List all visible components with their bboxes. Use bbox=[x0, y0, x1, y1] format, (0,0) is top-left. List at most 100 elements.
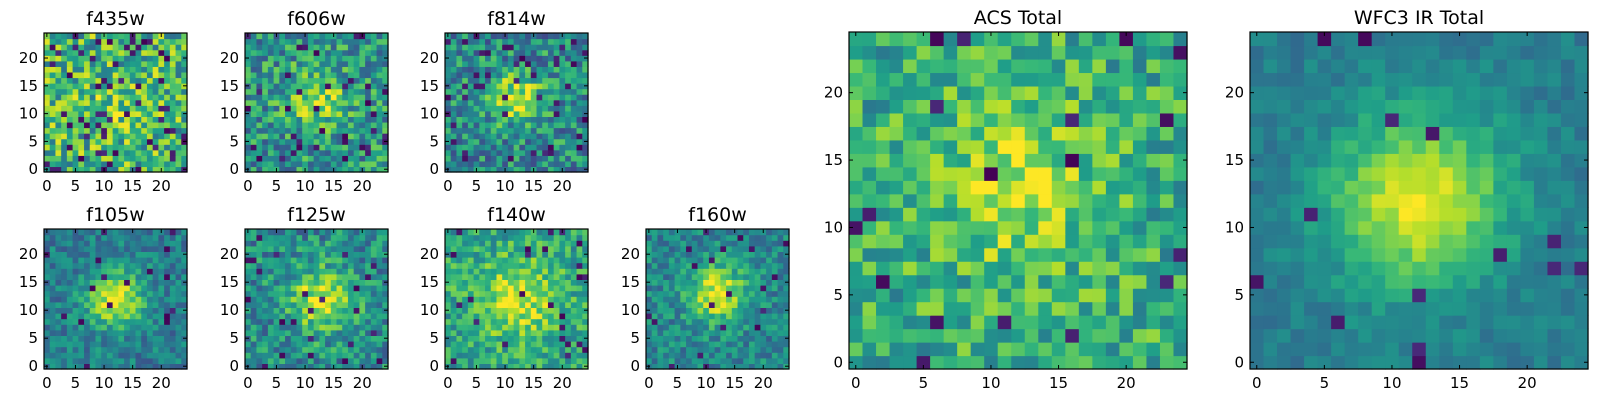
heatmap-cell bbox=[490, 116, 498, 123]
heatmap-cell bbox=[467, 155, 475, 162]
heatmap-cell bbox=[141, 229, 148, 236]
heatmap-cell bbox=[674, 329, 681, 336]
heatmap-cell bbox=[279, 44, 286, 51]
heatmap-cell bbox=[703, 279, 710, 286]
heatmap-cell bbox=[507, 307, 515, 314]
heatmap-cell bbox=[553, 240, 560, 247]
heatmap-cell bbox=[737, 262, 744, 269]
heatmap-cell bbox=[1038, 247, 1053, 262]
heatmap-cell bbox=[462, 138, 469, 145]
heatmap-cell bbox=[370, 33, 378, 40]
heatmap-cell bbox=[49, 240, 57, 247]
heatmap-cell bbox=[553, 313, 560, 320]
heatmap-cell bbox=[164, 116, 171, 123]
heatmap-cell bbox=[359, 301, 366, 308]
heatmap-cell bbox=[542, 341, 549, 348]
heatmap-cell bbox=[135, 346, 142, 353]
heatmap-cell bbox=[106, 66, 114, 73]
y-tick-label: 0 bbox=[229, 160, 239, 178]
heatmap-cell bbox=[319, 160, 326, 168]
heatmap-cell bbox=[903, 315, 918, 330]
heatmap-cell bbox=[285, 285, 292, 292]
heatmap-cell bbox=[691, 296, 699, 303]
heatmap-cell bbox=[876, 288, 891, 303]
heatmap-cell bbox=[862, 180, 877, 195]
heatmap-cell bbox=[530, 88, 538, 95]
heatmap-cell bbox=[347, 166, 355, 173]
heatmap-cell bbox=[570, 38, 578, 45]
heatmap-cell bbox=[330, 262, 338, 269]
heatmap-cell bbox=[55, 273, 62, 280]
heatmap-cell bbox=[576, 121, 583, 129]
heatmap-cell bbox=[101, 66, 108, 73]
heatmap-cell bbox=[668, 346, 676, 353]
heatmap-cell bbox=[49, 149, 57, 156]
heatmap-cell bbox=[674, 352, 681, 359]
heatmap-cell bbox=[547, 144, 555, 151]
y-tick-label: 5 bbox=[28, 329, 38, 347]
heatmap-cell bbox=[135, 166, 142, 173]
heatmap-cell bbox=[467, 352, 475, 359]
heatmap-cell bbox=[66, 155, 74, 162]
heatmap-cell bbox=[547, 307, 555, 314]
heatmap-cell bbox=[565, 110, 572, 117]
heatmap-cell bbox=[691, 363, 699, 370]
heatmap-cell bbox=[376, 329, 383, 336]
heatmap-cell bbox=[256, 352, 263, 359]
heatmap-cell bbox=[267, 60, 275, 67]
heatmap-cell bbox=[916, 315, 931, 330]
heatmap-cell bbox=[66, 94, 74, 101]
heatmap-cell bbox=[530, 60, 538, 67]
heatmap-cell bbox=[570, 44, 578, 51]
heatmap-cell bbox=[325, 66, 332, 73]
heatmap-cell bbox=[359, 38, 366, 45]
heatmap-cell bbox=[559, 66, 566, 73]
heatmap-cell bbox=[1011, 301, 1026, 316]
heatmap-cell bbox=[55, 49, 62, 56]
heatmap-cell bbox=[376, 290, 383, 297]
heatmap-cell bbox=[129, 38, 137, 45]
heatmap-cell bbox=[118, 144, 125, 151]
heatmap-cell bbox=[319, 262, 326, 269]
heatmap-cell bbox=[112, 290, 119, 297]
heatmap-cell bbox=[462, 363, 469, 370]
heatmap-cell bbox=[353, 245, 360, 252]
heatmap-cell bbox=[78, 110, 85, 117]
heatmap-cell bbox=[181, 66, 188, 73]
heatmap-cell bbox=[256, 38, 263, 45]
heatmap-cell bbox=[525, 363, 532, 370]
heatmap-cell bbox=[95, 38, 102, 45]
heatmap-cell bbox=[674, 346, 681, 353]
heatmap-cell bbox=[714, 324, 721, 331]
heatmap-cell bbox=[181, 346, 188, 353]
heatmap-cell bbox=[290, 88, 298, 95]
heatmap-cell bbox=[262, 335, 269, 342]
heatmap-cell bbox=[507, 99, 515, 106]
heatmap-cell bbox=[61, 71, 68, 79]
y-tick-label: 15 bbox=[19, 77, 38, 95]
heatmap-cell bbox=[1038, 166, 1053, 181]
heatmap-cell bbox=[674, 313, 681, 320]
heatmap-cell bbox=[325, 166, 332, 173]
heatmap-cell bbox=[1119, 193, 1134, 208]
heatmap-cell bbox=[336, 357, 343, 364]
heatmap-cell bbox=[777, 318, 784, 325]
heatmap-cell bbox=[1078, 207, 1093, 222]
heatmap-cell bbox=[760, 251, 767, 258]
heatmap-cell bbox=[66, 144, 74, 151]
heatmap-cell bbox=[547, 133, 555, 140]
heatmap-cell bbox=[490, 94, 498, 101]
heatmap-cell bbox=[479, 94, 486, 101]
heatmap-cell bbox=[307, 83, 315, 90]
heatmap-cell bbox=[984, 247, 999, 262]
heatmap-cell bbox=[862, 261, 877, 276]
heatmap-cell bbox=[777, 268, 784, 275]
heatmap-cell bbox=[450, 257, 458, 264]
heatmap-cell bbox=[146, 240, 154, 247]
heatmap-cell bbox=[66, 66, 74, 73]
heatmap-cell bbox=[285, 346, 292, 353]
heatmap-cell bbox=[347, 138, 355, 145]
heatmap-cell bbox=[290, 251, 298, 258]
heatmap-cell bbox=[365, 144, 372, 151]
heatmap-cell bbox=[559, 296, 566, 303]
